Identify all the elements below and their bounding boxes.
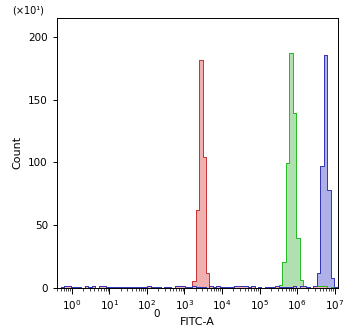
Polygon shape (61, 60, 338, 288)
Text: (×10¹): (×10¹) (12, 5, 44, 15)
Text: 0: 0 (153, 309, 160, 319)
Polygon shape (61, 53, 338, 288)
Polygon shape (61, 55, 338, 288)
Y-axis label: Count: Count (13, 136, 22, 169)
X-axis label: FITC-A: FITC-A (180, 317, 215, 327)
